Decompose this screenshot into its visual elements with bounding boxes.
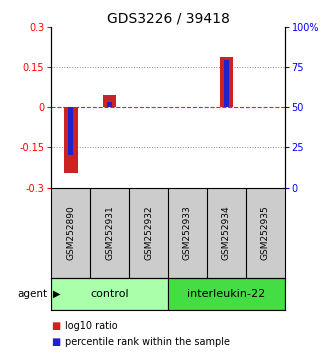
Text: ■: ■ [51, 321, 61, 331]
Text: interleukin-22: interleukin-22 [187, 289, 265, 299]
Text: GSM252934: GSM252934 [222, 205, 231, 260]
Bar [69, 107, 73, 155]
Bar [107, 102, 112, 107]
Text: GSM252935: GSM252935 [261, 205, 270, 260]
Text: agent: agent [18, 289, 48, 299]
Bar [219, 57, 233, 107]
Text: ■: ■ [51, 337, 61, 347]
Bar [51, 278, 168, 310]
Text: GSM252932: GSM252932 [144, 205, 153, 260]
Bar [224, 61, 229, 107]
Text: GSM252890: GSM252890 [66, 205, 75, 260]
Bar [168, 278, 285, 310]
Text: control: control [90, 289, 129, 299]
Title: GDS3226 / 39418: GDS3226 / 39418 [107, 11, 229, 25]
Text: log10 ratio: log10 ratio [65, 321, 117, 331]
Text: percentile rank within the sample: percentile rank within the sample [65, 337, 229, 347]
Text: GSM252931: GSM252931 [105, 205, 114, 260]
Text: GSM252933: GSM252933 [183, 205, 192, 260]
Bar [103, 95, 117, 107]
Bar [64, 107, 77, 173]
Text: ▶: ▶ [53, 289, 61, 299]
